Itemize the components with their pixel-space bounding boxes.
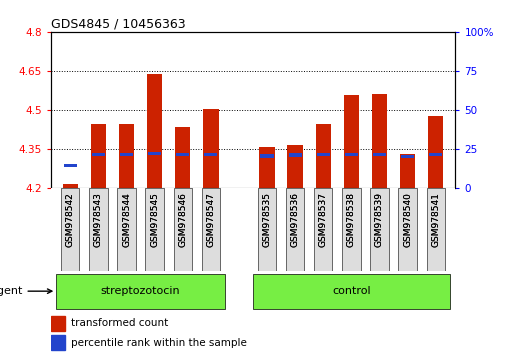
Text: GSM978542: GSM978542 bbox=[66, 192, 75, 246]
FancyBboxPatch shape bbox=[173, 188, 191, 271]
Text: GSM978540: GSM978540 bbox=[402, 192, 411, 247]
Bar bbox=[203, 109, 218, 188]
FancyBboxPatch shape bbox=[341, 188, 360, 271]
FancyBboxPatch shape bbox=[61, 188, 79, 271]
FancyBboxPatch shape bbox=[145, 188, 164, 271]
Bar bbox=[259, 147, 274, 188]
Bar bbox=[148, 152, 161, 155]
Bar bbox=[372, 153, 385, 156]
Text: GSM978541: GSM978541 bbox=[430, 192, 439, 247]
Bar bbox=[120, 153, 133, 156]
Text: percentile rank within the sample: percentile rank within the sample bbox=[71, 337, 246, 348]
Bar bbox=[399, 154, 415, 188]
Bar bbox=[204, 153, 217, 156]
Bar bbox=[90, 124, 106, 188]
Text: GSM978547: GSM978547 bbox=[206, 192, 215, 247]
Text: GSM978543: GSM978543 bbox=[94, 192, 103, 247]
Text: GSM978539: GSM978539 bbox=[374, 192, 383, 247]
Text: control: control bbox=[331, 286, 370, 296]
Bar bbox=[119, 124, 134, 188]
Bar bbox=[50, 316, 65, 331]
Bar bbox=[288, 153, 301, 157]
FancyBboxPatch shape bbox=[314, 188, 332, 271]
Text: GSM978541: GSM978541 bbox=[430, 192, 439, 247]
Bar bbox=[176, 153, 189, 156]
Text: streptozotocin: streptozotocin bbox=[100, 286, 180, 296]
FancyBboxPatch shape bbox=[426, 188, 444, 271]
Text: GSM978537: GSM978537 bbox=[318, 192, 327, 247]
FancyBboxPatch shape bbox=[285, 188, 304, 271]
Text: GDS4845 / 10456363: GDS4845 / 10456363 bbox=[50, 18, 185, 31]
Bar bbox=[316, 153, 329, 156]
Bar bbox=[63, 184, 78, 188]
Text: GSM978545: GSM978545 bbox=[150, 192, 159, 247]
FancyBboxPatch shape bbox=[201, 188, 220, 271]
Bar bbox=[344, 153, 357, 156]
Bar bbox=[343, 96, 359, 188]
Bar bbox=[287, 145, 302, 188]
FancyBboxPatch shape bbox=[89, 188, 108, 271]
FancyBboxPatch shape bbox=[252, 274, 449, 309]
Text: GSM978539: GSM978539 bbox=[374, 192, 383, 247]
Text: GSM978547: GSM978547 bbox=[206, 192, 215, 247]
Text: GSM978536: GSM978536 bbox=[290, 192, 299, 247]
Text: agent: agent bbox=[0, 286, 52, 296]
Text: GSM978546: GSM978546 bbox=[178, 192, 187, 247]
Bar bbox=[175, 127, 190, 188]
Text: GSM978543: GSM978543 bbox=[94, 192, 103, 247]
FancyBboxPatch shape bbox=[258, 188, 276, 271]
Bar bbox=[400, 155, 414, 158]
Text: GSM978545: GSM978545 bbox=[150, 192, 159, 247]
FancyBboxPatch shape bbox=[398, 188, 416, 271]
Bar bbox=[371, 94, 386, 188]
Text: GSM978544: GSM978544 bbox=[122, 192, 131, 246]
Bar bbox=[146, 74, 162, 188]
Text: GSM978538: GSM978538 bbox=[346, 192, 355, 247]
Text: GSM978544: GSM978544 bbox=[122, 192, 131, 246]
Bar bbox=[428, 153, 441, 156]
FancyBboxPatch shape bbox=[56, 274, 224, 309]
Text: GSM978535: GSM978535 bbox=[262, 192, 271, 247]
Bar bbox=[91, 153, 105, 156]
Text: GSM978538: GSM978538 bbox=[346, 192, 355, 247]
FancyBboxPatch shape bbox=[117, 188, 135, 271]
Text: GSM978537: GSM978537 bbox=[318, 192, 327, 247]
Bar bbox=[315, 124, 330, 188]
Text: GSM978546: GSM978546 bbox=[178, 192, 187, 247]
FancyBboxPatch shape bbox=[370, 188, 388, 271]
Text: transformed count: transformed count bbox=[71, 318, 168, 329]
Bar bbox=[64, 164, 77, 167]
Bar bbox=[50, 335, 65, 350]
Bar bbox=[427, 116, 442, 188]
Text: GSM978540: GSM978540 bbox=[402, 192, 411, 247]
Text: GSM978536: GSM978536 bbox=[290, 192, 299, 247]
Text: GSM978542: GSM978542 bbox=[66, 192, 75, 246]
Text: GSM978535: GSM978535 bbox=[262, 192, 271, 247]
Bar bbox=[260, 154, 273, 158]
